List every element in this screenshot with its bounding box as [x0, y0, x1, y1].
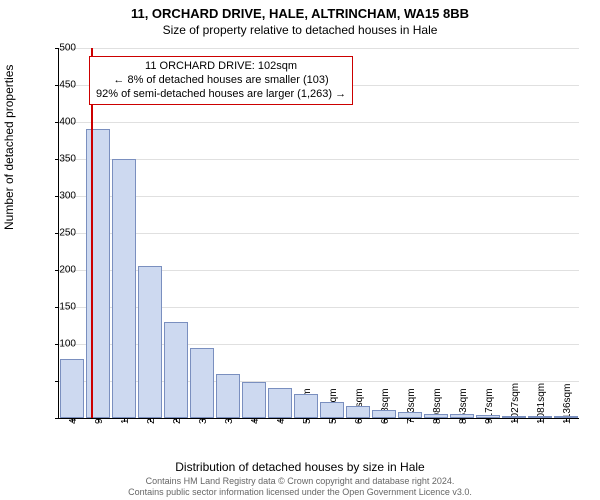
histogram-bar — [476, 415, 500, 418]
histogram-bar — [424, 414, 448, 418]
histogram-bar — [398, 412, 422, 418]
x-axis-label: Distribution of detached houses by size … — [0, 460, 600, 474]
histogram-bar — [216, 374, 240, 418]
histogram-bar — [320, 402, 344, 418]
annotation-line-3: 92% of semi-detached houses are larger (… — [96, 88, 346, 102]
histogram-bar — [372, 410, 396, 418]
histogram-bar — [138, 266, 162, 418]
annotation-line-1: 11 ORCHARD DRIVE: 102sqm — [96, 60, 346, 74]
page-title: 11, ORCHARD DRIVE, HALE, ALTRINCHAM, WA1… — [0, 6, 600, 21]
histogram-bar — [190, 348, 214, 418]
y-axis-label: Number of detached properties — [2, 65, 16, 230]
histogram-bar — [554, 416, 578, 418]
histogram-bar — [346, 406, 370, 418]
histogram-bar — [164, 322, 188, 418]
histogram-bar — [86, 129, 110, 418]
histogram-bar — [294, 394, 318, 418]
annotation-line-2: ← 8% of detached houses are smaller (103… — [96, 74, 346, 88]
histogram-bar — [450, 414, 474, 418]
histogram-bar — [268, 388, 292, 418]
annotation-box: 11 ORCHARD DRIVE: 102sqm ← 8% of detache… — [89, 56, 353, 105]
page-subtitle: Size of property relative to detached ho… — [0, 23, 600, 37]
footer-line-1: Contains HM Land Registry data © Crown c… — [0, 476, 600, 487]
histogram-bar — [242, 382, 266, 418]
histogram-bar — [60, 359, 84, 418]
histogram-bar — [528, 416, 552, 418]
chart-plot-area: 11 ORCHARD DRIVE: 102sqm ← 8% of detache… — [58, 48, 579, 419]
footer-line-2: Contains public sector information licen… — [0, 487, 600, 498]
histogram-bar — [502, 416, 526, 418]
footer: Contains HM Land Registry data © Crown c… — [0, 476, 600, 498]
histogram-bar — [112, 159, 136, 418]
